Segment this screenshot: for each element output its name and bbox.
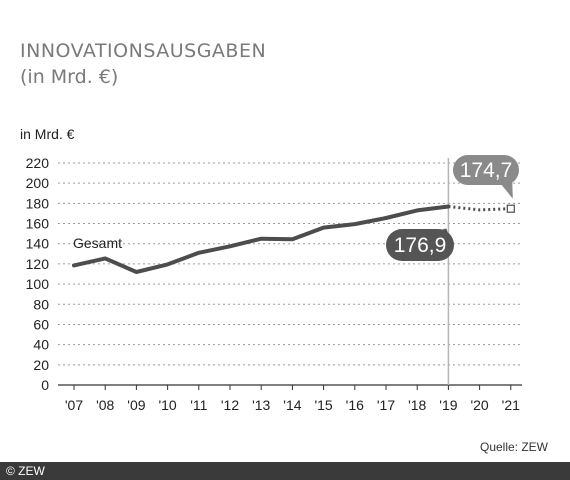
y-tick-label: 100 [26, 276, 50, 292]
y-tick-label: 80 [33, 296, 49, 312]
series-label-gesamt: Gesamt [73, 235, 122, 251]
y-tick-label: 200 [26, 175, 50, 191]
x-tick-label: '10 [158, 397, 176, 413]
forecast-series-line [448, 205, 511, 212]
y-tick-label: 40 [33, 337, 49, 353]
y-tick-label: 20 [33, 357, 49, 373]
y-axis-unit-label: in Mrd. € [20, 126, 75, 142]
x-tick-label: '15 [314, 397, 332, 413]
y-tick-label: 60 [33, 316, 49, 332]
y-tick-label: 0 [41, 377, 49, 393]
x-tick-label: '11 [190, 397, 207, 413]
y-tick-label: 220 [26, 155, 50, 171]
chart-subtitle: (in Mrd. €) [20, 66, 119, 88]
y-tick-label: 120 [26, 256, 50, 272]
x-tick-label: '12 [221, 397, 239, 413]
y-tick-label: 160 [26, 216, 50, 232]
callout-value-current: 176,9 [394, 234, 447, 257]
x-tick-label: '17 [377, 397, 395, 413]
source-note: Quelle: ZEW [479, 440, 548, 454]
x-tick-label: '07 [65, 397, 83, 413]
x-tick-label: '09 [127, 397, 145, 413]
copyright-bar: © ZEW [0, 462, 570, 480]
series-line-gesamt [72, 204, 451, 274]
x-tick-label: '20 [470, 397, 488, 413]
chart-title: INNOVATIONSAUSGABEN [20, 40, 267, 62]
x-tick-label: '13 [252, 397, 270, 413]
x-tick-label: '14 [283, 397, 301, 413]
forecast-end-marker [506, 204, 515, 213]
y-tick-label: 180 [26, 195, 50, 211]
callout-bubble-forecast [453, 155, 519, 185]
x-tick-label: '21 [502, 397, 520, 413]
x-tick-label: '19 [439, 397, 457, 413]
callout-value-forecast: 174,7 [460, 159, 513, 182]
callout-bubble-current [386, 229, 454, 261]
x-tick-label: '08 [96, 397, 114, 413]
y-tick-label: 140 [26, 236, 50, 252]
x-tick-label: '16 [346, 397, 364, 413]
x-tick-label: '18 [408, 397, 426, 413]
